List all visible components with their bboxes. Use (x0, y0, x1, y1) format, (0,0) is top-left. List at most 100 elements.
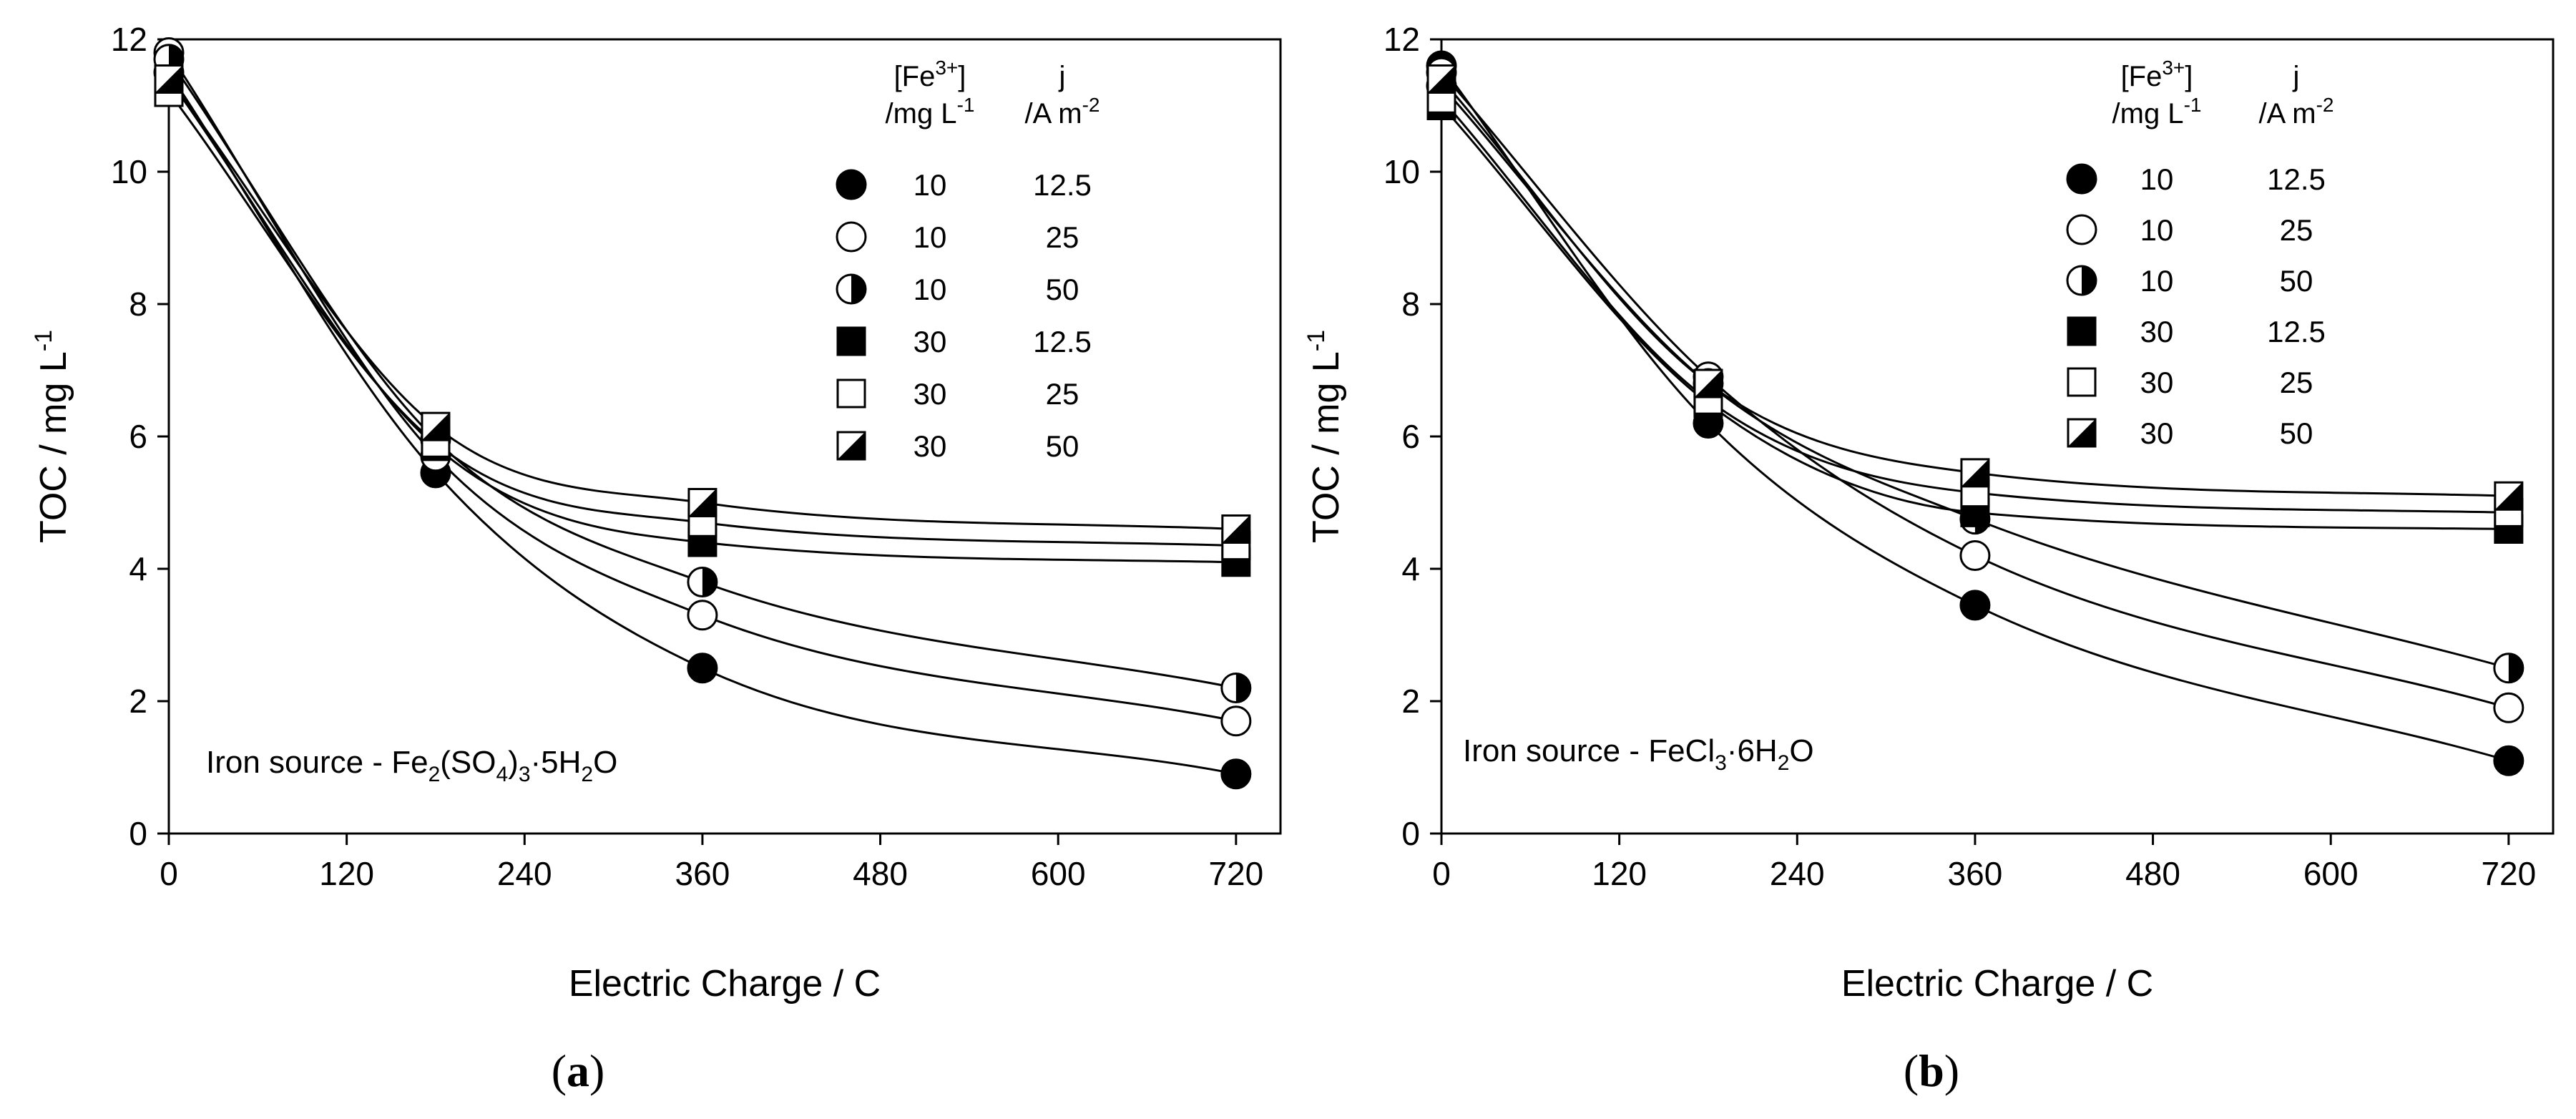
series-line-a-2 (167, 58, 1237, 689)
legend-fe-a-0: 10 (914, 168, 947, 202)
series-line-a-3 (167, 78, 1236, 564)
legend-fe-a-4: 30 (914, 377, 947, 411)
legend-j-b-4: 25 (2280, 366, 2313, 399)
legend-fe-b-4: 30 (2140, 366, 2174, 399)
x-tick-label-a-2: 240 (497, 855, 552, 892)
legend-header-fe-unit-b: /mg L-1 (2112, 94, 2202, 130)
x-tick-label-a-1: 120 (319, 855, 374, 892)
legend-header-fe-b: [Fe3+] (2121, 57, 2193, 92)
legend-header-fe-a: [Fe3+] (894, 57, 966, 92)
legend-header-j-unit-a: /A m-2 (1025, 94, 1100, 130)
series-line-b-3 (1440, 104, 2509, 530)
y-tick-label-a-6: 12 (111, 21, 147, 58)
legend-marker-b-0 (2066, 163, 2097, 195)
data-point-b-0-3 (2493, 745, 2524, 776)
series-line-a-5 (167, 78, 1236, 530)
data-point-a-5-3 (1221, 514, 1251, 544)
chart-panel-b: 0 120 240 360 480 600 720 0 2 4 6 8 10 12 TOC / mg L-… (1303, 21, 2555, 1096)
data-point-b-2-3 (2493, 653, 2524, 684)
y-tick-label-b-3: 6 (1401, 418, 1420, 455)
x-tick-label-b-4: 480 (2125, 855, 2180, 892)
legend-header-j-unit-b: /A m-2 (2259, 94, 2334, 130)
y-tick-label-b-2: 4 (1401, 550, 1420, 587)
legend-fe-b-2: 10 (2140, 264, 2174, 298)
x-tick-label-b-6: 720 (2481, 855, 2536, 892)
legend-marker-a-0 (836, 169, 867, 200)
legend-j-b-3: 12.5 (2267, 315, 2326, 348)
x-tick-label-a-4: 480 (853, 855, 908, 892)
legend-j-a-3: 12.5 (1033, 325, 1092, 358)
legend-fe-a-5: 30 (914, 429, 947, 463)
data-point-b-5-0 (1426, 64, 1456, 94)
data-point-b-0-2 (1959, 590, 1991, 621)
x-tick-label-b-3: 360 (1948, 855, 2003, 892)
legend-header-j-b: j (2293, 61, 2300, 92)
x-tick-label-b-5: 600 (2303, 855, 2359, 892)
y-axis-label-b: TOC / mg L-1 (1303, 330, 1347, 543)
data-point-a-0-3 (1220, 758, 1252, 790)
y-tick-label-a-4: 8 (129, 285, 147, 323)
legend-j-a-1: 25 (1046, 220, 1079, 254)
legend-j-b-1: 25 (2280, 213, 2313, 247)
x-tick-label-a-0: 0 (160, 855, 178, 892)
annotation-iron-source-b: Iron source - FeCl3·6H2O (1463, 733, 1814, 775)
chart-panel-a: 0 120 240 360 480 600 720 0 2 4 6 8 10 12 TOC / mg L-… (30, 21, 1282, 1096)
legend-marker-b-5 (2067, 418, 2097, 448)
series-line-b-1 (1440, 72, 2509, 709)
y-axis-label-a: TOC / mg L-1 (30, 330, 74, 543)
legend-marker-a-3 (836, 326, 866, 356)
y-tick-label-a-5: 10 (111, 153, 147, 190)
legend-j-a-4: 25 (1046, 377, 1079, 411)
legend-fe-b-0: 10 (2140, 162, 2174, 196)
legend-marker-a-2 (836, 273, 867, 305)
legend-marker-b-1 (2066, 214, 2097, 245)
legend-marker-a-5 (836, 431, 866, 461)
legend-marker-a-4 (836, 378, 866, 409)
legend-j-b-2: 50 (2280, 264, 2313, 298)
x-tick-label-b-0: 0 (1432, 855, 1451, 892)
legend-j-a-2: 50 (1046, 273, 1079, 306)
legend-fe-a-1: 10 (914, 220, 947, 254)
data-point-a-5-2 (687, 488, 718, 517)
legend-j-a-0: 12.5 (1033, 168, 1092, 202)
legend-fe-a-3: 30 (914, 325, 947, 358)
series-line-b-4 (1440, 98, 2509, 514)
y-tick-label-a-1: 2 (129, 683, 147, 720)
legend-j-a-5: 50 (1046, 429, 1079, 463)
x-tick-label-a-6: 720 (1208, 855, 1263, 892)
data-point-a-0-2 (687, 653, 718, 684)
panel-caption-b: (b) (1904, 1045, 1959, 1096)
y-tick-label-b-5: 10 (1384, 153, 1420, 190)
panel-caption-a: (a) (552, 1045, 605, 1096)
x-axis-label-a: Electric Charge / C (569, 963, 881, 1005)
x-tick-label-a-3: 360 (675, 855, 730, 892)
legend-marker-b-2 (2066, 265, 2097, 296)
legend-fe-b-5: 30 (2140, 416, 2174, 450)
legend-j-b-0: 12.5 (2267, 162, 2326, 196)
y-tick-label-b-1: 2 (1401, 683, 1420, 720)
legend-marker-a-1 (836, 221, 867, 253)
data-point-a-2-3 (1220, 673, 1252, 703)
legend-a: [Fe3+] /mg L-1 j /A m-2 10 12.5 10 25 10 50 30… (836, 57, 1100, 463)
series-line-b-0 (1440, 65, 2509, 762)
x-tick-label-b-2: 240 (1770, 855, 1825, 892)
data-point-b-5-1 (1693, 368, 1723, 399)
data-point-a-5-1 (421, 411, 451, 441)
series-line-b-5 (1440, 78, 2509, 497)
legend-fe-b-3: 30 (2140, 315, 2174, 348)
x-tick-label-a-5: 600 (1031, 855, 1086, 892)
annotation-iron-source-a: Iron source - Fe2(SO4)3·5H2O (206, 745, 617, 786)
data-point-a-1-3 (1220, 705, 1252, 737)
x-axis-label-b: Electric Charge / C (1841, 963, 2153, 1005)
y-tick-label-b-6: 12 (1384, 21, 1420, 58)
y-tick-label-b-0: 0 (1401, 815, 1420, 852)
data-point-a-1-2 (687, 600, 718, 631)
y-tick-label-a-2: 4 (129, 550, 147, 587)
legend-header-fe-unit-a: /mg L-1 (886, 94, 975, 130)
legend-fe-b-1: 10 (2140, 213, 2174, 247)
series-line-a-4 (167, 92, 1236, 547)
legend-marker-b-3 (2067, 316, 2097, 346)
data-point-b-1-2 (1959, 540, 1991, 571)
legend-marker-b-4 (2067, 367, 2097, 397)
